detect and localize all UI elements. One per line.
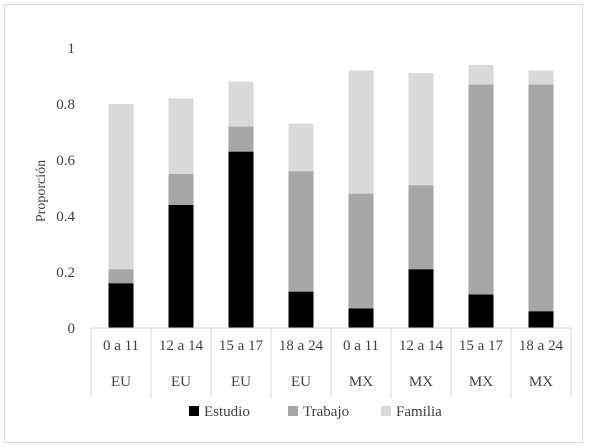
bar-segment-estudio	[468, 294, 494, 328]
x-tick-label: 15 a 17	[459, 338, 504, 354]
y-axis-ticks: 0 0.2 0.4 0.6 0.8 1	[56, 41, 75, 337]
bar-segment-estudio	[228, 151, 254, 328]
bar-segment-estudio	[108, 283, 134, 328]
bar-segment-trabajo	[108, 269, 134, 284]
bar-segment-familia	[528, 70, 554, 85]
legend: Estudio Trabajo Familia	[189, 404, 442, 420]
x-group-label: EU	[171, 374, 191, 390]
legend-swatch-familia	[381, 406, 391, 416]
x-tick-label: 18 a 24	[279, 338, 324, 354]
y-axis-title: Proporción	[34, 160, 49, 222]
bar-segment-trabajo	[168, 174, 194, 205]
y-axis-title-group: Proporción	[34, 160, 49, 222]
legend-swatch-trabajo	[288, 406, 298, 416]
bar-segment-trabajo	[228, 126, 254, 152]
x-tick-label: 12 a 14	[399, 338, 444, 354]
legend-label-familia: Familia	[396, 404, 442, 420]
stacked-bar-chart: Proporción 0 0.2 0.4 0.6 0.8 1 0 a 11 EU 12 a 1…	[34, 41, 572, 420]
legend-label-trabajo: Trabajo	[303, 404, 349, 420]
y-tick-label: 1	[68, 41, 76, 57]
x-tick-label: 18 a 24	[519, 338, 564, 354]
x-group-label: MX	[529, 374, 553, 390]
bar-segment-estudio	[528, 311, 554, 328]
bar-segment-familia	[108, 104, 134, 270]
legend-label-estudio: Estudio	[204, 404, 250, 420]
bars	[108, 64, 554, 328]
bar-segment-estudio	[348, 308, 374, 328]
x-group-label: MX	[469, 374, 493, 390]
y-tick-label: 0.4	[56, 209, 75, 225]
bar-segment-trabajo	[288, 171, 314, 292]
bar-segment-trabajo	[348, 193, 374, 309]
chart-frame: Proporción 0 0.2 0.4 0.6 0.8 1 0 a 11 EU 12 a 1…	[4, 4, 583, 443]
y-tick-label: 0.8	[56, 97, 75, 113]
y-tick-label: 0	[68, 321, 76, 337]
bar-segment-trabajo	[528, 84, 554, 312]
bar-segment-familia	[468, 64, 494, 85]
bar-segment-familia	[228, 81, 254, 127]
x-tick-label: 12 a 14	[159, 338, 204, 354]
bar-segment-estudio	[288, 291, 314, 328]
x-group-label: EU	[111, 374, 131, 390]
y-tick-label: 0.2	[56, 265, 75, 281]
y-tick-label: 0.6	[56, 153, 75, 169]
bar-segment-familia	[408, 73, 434, 186]
bar-segment-familia	[348, 70, 374, 194]
x-group-label: MX	[349, 374, 373, 390]
bar-segment-estudio	[168, 204, 194, 328]
legend-swatch-estudio	[189, 406, 199, 416]
x-group-label: EU	[231, 374, 251, 390]
bar-segment-familia	[168, 98, 194, 174]
bar-segment-trabajo	[468, 84, 494, 295]
x-group-label: EU	[291, 374, 311, 390]
x-tick-label: 0 a 11	[103, 338, 139, 354]
x-tick-label: 15 a 17	[219, 338, 264, 354]
bar-segment-familia	[288, 123, 314, 172]
bar-segment-estudio	[408, 269, 434, 328]
x-group-label: MX	[409, 374, 433, 390]
bar-segment-trabajo	[408, 185, 434, 270]
x-tick-label: 0 a 11	[343, 338, 379, 354]
x-category-table: 0 a 11 EU 12 a 14 EU 15 a 17 EU 18 a 24 EU 0 a 1…	[90, 328, 572, 398]
